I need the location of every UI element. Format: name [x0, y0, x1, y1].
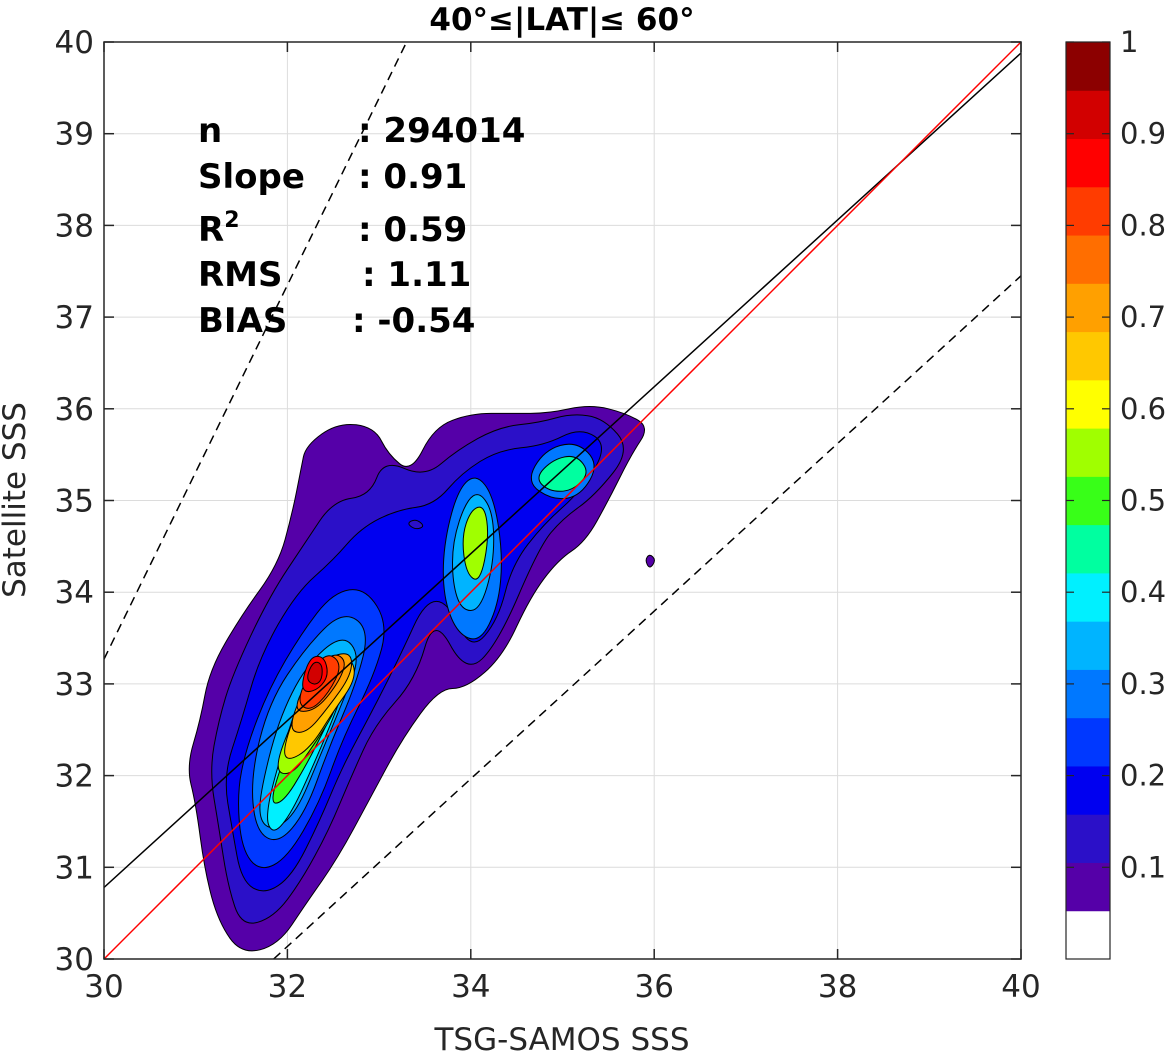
y-tick-label: 32 [55, 759, 94, 795]
y-tick-label: 40 [55, 25, 94, 61]
y-tick-label: 30 [55, 942, 94, 978]
colorbar-band [1066, 910, 1110, 960]
colorbar-band [1066, 814, 1110, 863]
stat-value: : 1.11 [362, 255, 471, 295]
x-axis-ticks: 30 32 34 36 38 40 [84, 42, 1041, 1005]
colorbar-band [1066, 138, 1110, 188]
colorbar-tick-label: 0.3 [1120, 667, 1166, 701]
colorbar-band [1066, 379, 1110, 429]
colorbar-tick-label: 0.4 [1120, 575, 1166, 609]
colorbar-band [1066, 765, 1110, 815]
x-tick-label: 40 [1001, 969, 1040, 1005]
y-tick-label: 33 [55, 667, 94, 703]
colorbar-tick-label: 0.2 [1120, 759, 1166, 793]
colorbar-band [1066, 331, 1110, 381]
colorbar-band [1066, 862, 1110, 912]
colorbar-band [1066, 283, 1110, 333]
y-tick-label: 37 [55, 300, 94, 336]
chart-title: 40°≤|LAT|≤ 60° [429, 2, 694, 38]
colorbar-band [1066, 186, 1110, 236]
stat-label: BIAS [198, 301, 287, 341]
y-tick-label: 39 [55, 117, 94, 153]
colorbar-band [1066, 90, 1110, 140]
stat-value: : 0.59 [358, 210, 467, 250]
stat-value: : 294014 [358, 111, 525, 151]
colorbar-band [1066, 42, 1110, 91]
stat-label: R2 [198, 208, 240, 250]
y-tick-label: 35 [55, 484, 94, 520]
y-tick-label: 34 [55, 575, 94, 611]
stat-label: RMS [198, 255, 283, 295]
colorbar-band [1066, 572, 1110, 622]
one-to-one-line [104, 42, 1021, 959]
x-tick-label: 36 [634, 969, 673, 1005]
fit-line [104, 52, 1021, 889]
contour-layer [104, 42, 1021, 959]
y-tick-label: 38 [55, 208, 94, 244]
colorbar-tick-label: 0.7 [1120, 300, 1166, 334]
colorbar-band [1066, 621, 1110, 670]
contour-level-10 [462, 506, 489, 580]
colorbar: 0.1 0.2 0.3 0.4 0.5 0.6 0.7 0.8 0.9 1 [1065, 25, 1166, 960]
contour-level-2 [408, 519, 424, 530]
x-tick-label: 32 [268, 969, 307, 1005]
colorbar-band [1066, 428, 1110, 477]
y-axis-ticks: 30 31 32 33 34 35 36 37 38 39 40 [55, 25, 1021, 978]
x-tick-label: 34 [451, 969, 490, 1005]
y-tick-label: 36 [55, 392, 94, 428]
colorbar-band [1066, 524, 1110, 574]
x-axis-label: TSG-SAMOS SSS [434, 1022, 690, 1055]
x-tick-label: 30 [84, 969, 123, 1005]
contour-level-1 [645, 554, 655, 568]
y-tick-label: 31 [55, 850, 94, 886]
colorbar-band [1066, 717, 1110, 767]
envelope-line-1 [273, 275, 1021, 959]
stat-value: : 0.91 [358, 157, 467, 197]
stat-value: : -0.54 [352, 301, 475, 341]
colorbar-tick-label: 1 [1120, 25, 1138, 59]
stat-label: Slope [198, 157, 305, 197]
colorbar-tick-label: 0.5 [1120, 484, 1166, 518]
stat-label: n [198, 111, 222, 151]
colorbar-tick-label: 0.6 [1120, 392, 1166, 426]
colorbar-tick-label: 0.8 [1120, 208, 1166, 242]
colorbar-band [1066, 235, 1110, 284]
contour-level-17 [307, 661, 323, 685]
envelope-line-0 [104, 42, 408, 660]
colorbar-tick-label: 0.9 [1120, 117, 1166, 151]
y-axis-label: Satellite SSS [0, 402, 33, 598]
colorbar-tick-label: 0.1 [1120, 850, 1166, 884]
x-tick-label: 38 [818, 969, 857, 1005]
stats-annotation: n : 294014 Slope : 0.91 R2 : 0.59 RMS : 1.11 BIA… [198, 111, 525, 341]
colorbar-band [1066, 669, 1110, 719]
